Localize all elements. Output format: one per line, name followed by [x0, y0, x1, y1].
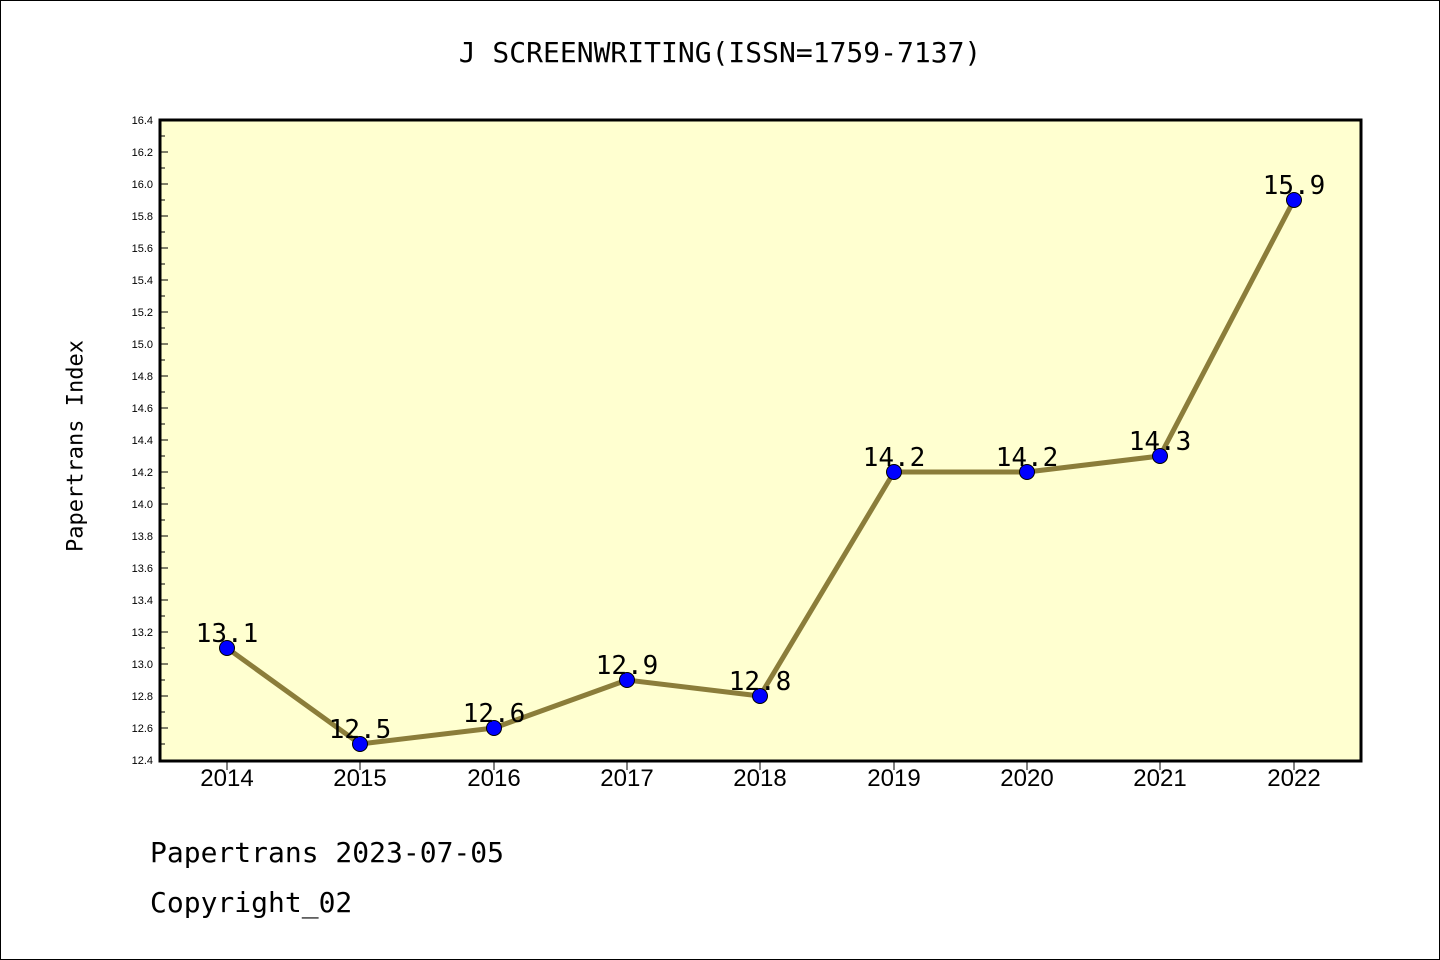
y-tick-label: 12.4 — [132, 755, 153, 767]
data-label: 12.5 — [329, 715, 392, 745]
data-point — [1286, 192, 1302, 208]
data-point — [352, 736, 368, 752]
y-tick-label: 16.4 — [132, 115, 153, 127]
x-tick-label: 2014 — [200, 765, 253, 792]
data-label: 15.9 — [1263, 171, 1326, 201]
y-tick-label: 14.4 — [132, 435, 153, 447]
y-tick-label: 14.0 — [132, 499, 153, 511]
y-tick-label: 14.6 — [132, 403, 153, 415]
y-tick-label: 13.6 — [132, 563, 153, 575]
data-point — [886, 464, 902, 480]
x-tick-label: 2020 — [1000, 765, 1053, 792]
y-axis: 12.4 12.6 12.8 13.0 13.2 13.4 13.6 13.8 14.0 14.2… — [132, 115, 168, 767]
data-labels: 13.1 12.5 12.6 12.9 12.8 14.2 14.2 14.3 15.9 — [196, 171, 1326, 745]
data-point — [619, 672, 635, 688]
y-tick-label: 15.2 — [132, 307, 153, 319]
data-label: 14.2 — [996, 443, 1059, 473]
y-tick-label: 12.8 — [132, 691, 153, 703]
data-label: 14.3 — [1129, 427, 1192, 457]
y-tick-label: 13.0 — [132, 659, 153, 671]
data-label: 12.9 — [596, 651, 659, 681]
y-tick-label: 15.6 — [132, 243, 153, 255]
footer-date: Papertrans 2023-07-05 — [150, 836, 505, 869]
y-tick-label: 13.8 — [132, 531, 153, 543]
y-tick-label: 13.4 — [132, 595, 153, 607]
chart-title: J SCREENWRITING(ISSN=1759-7137) — [458, 36, 982, 69]
y-tick-label: 15.0 — [132, 339, 153, 351]
data-label: 12.6 — [463, 699, 526, 729]
x-tick-label: 2021 — [1133, 765, 1186, 792]
x-tick-label: 2018 — [733, 765, 786, 792]
y-tick-label: 12.6 — [132, 723, 153, 735]
data-point — [1019, 464, 1035, 480]
plot-area — [158, 118, 1363, 763]
data-label: 14.2 — [863, 443, 926, 473]
y-tick-label: 15.4 — [132, 275, 153, 287]
y-tick-label: 14.2 — [132, 467, 153, 479]
data-label: 12.8 — [729, 667, 792, 697]
y-tick-label: 14.8 — [132, 371, 153, 383]
data-point — [219, 640, 235, 656]
data-point — [486, 720, 502, 736]
x-tick-label: 2016 — [467, 765, 520, 792]
footer-copyright: Copyright_02 — [150, 886, 353, 919]
x-tick-label: 2022 — [1267, 765, 1320, 792]
x-axis: 2014 2015 2016 2017 2018 2019 2020 2021 2022 — [200, 760, 1321, 792]
x-tick-label: 2015 — [333, 765, 386, 792]
data-label: 13.1 — [196, 619, 259, 649]
y-tick-label: 16.2 — [132, 147, 153, 159]
data-point — [752, 688, 768, 704]
y-tick-label: 16.0 — [132, 179, 153, 191]
data-series — [219, 192, 1302, 752]
y-tick-label: 15.8 — [132, 211, 153, 223]
x-tick-label: 2017 — [600, 765, 653, 792]
data-point — [1152, 448, 1168, 464]
y-tick-label: 13.2 — [132, 627, 153, 639]
x-tick-label: 2019 — [867, 765, 920, 792]
